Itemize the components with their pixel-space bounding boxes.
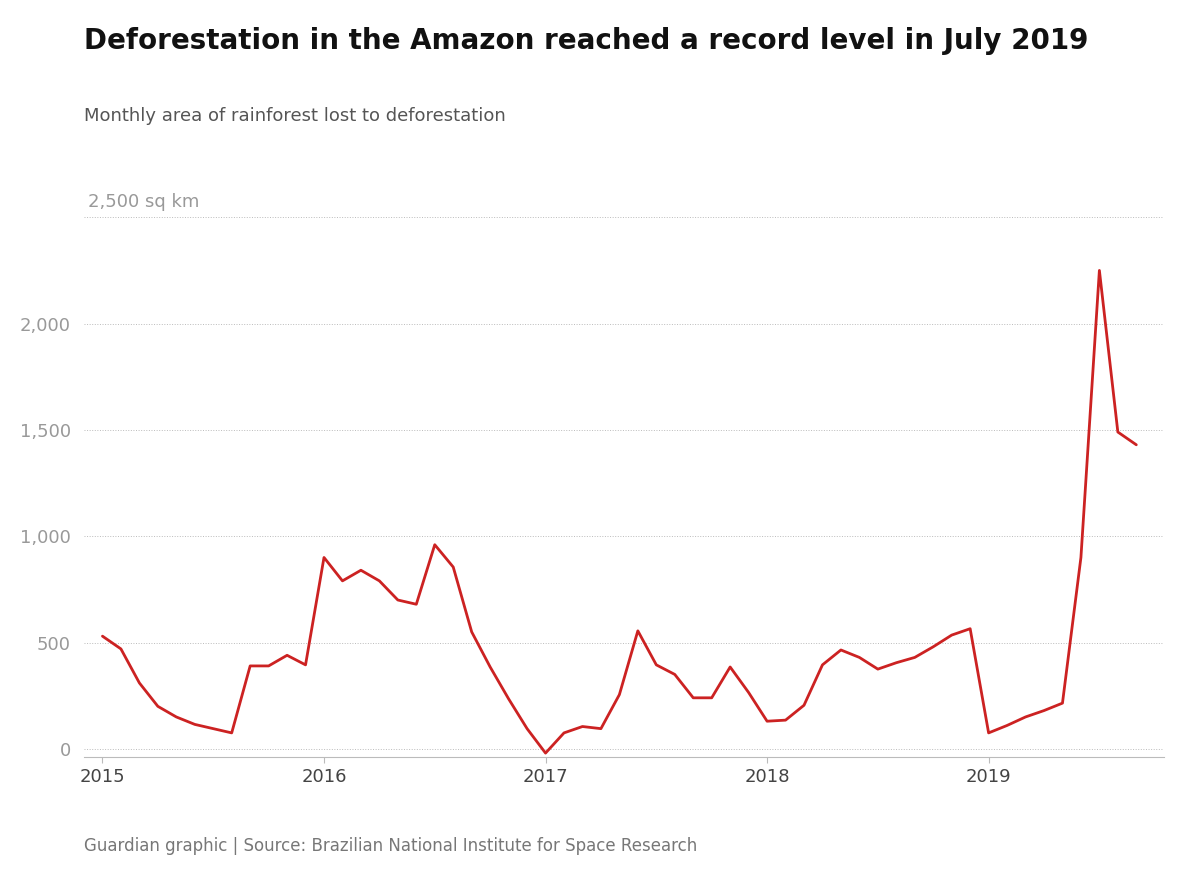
Text: 2,500 sq km: 2,500 sq km (88, 193, 199, 211)
Text: Guardian graphic | Source: Brazilian National Institute for Space Research: Guardian graphic | Source: Brazilian Nat… (84, 838, 697, 855)
Text: Monthly area of rainforest lost to deforestation: Monthly area of rainforest lost to defor… (84, 107, 505, 125)
Text: Deforestation in the Amazon reached a record level in July 2019: Deforestation in the Amazon reached a re… (84, 27, 1088, 54)
